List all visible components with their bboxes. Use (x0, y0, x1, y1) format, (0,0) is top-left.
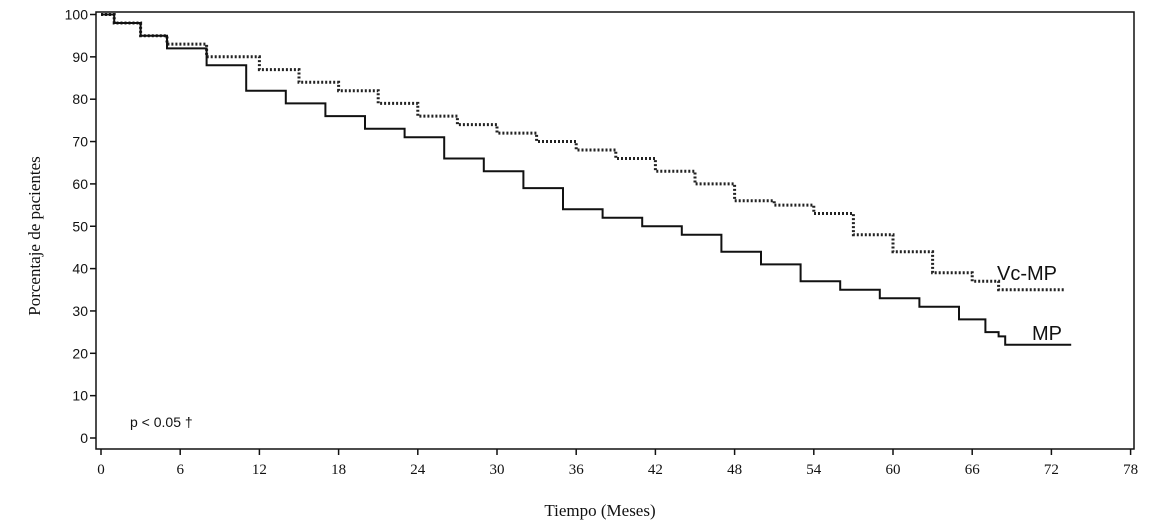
y-tick-label: 80 (72, 91, 88, 107)
y-tick-label: 0 (80, 430, 88, 446)
x-tick-label: 12 (252, 462, 267, 478)
plot-frame (95, 11, 1135, 450)
series-layer (101, 13, 1072, 346)
y-tick-label: 10 (72, 388, 88, 404)
x-tick-label: 18 (331, 462, 346, 478)
y-tick-label: 40 (72, 261, 88, 277)
x-tick-label: 72 (1044, 462, 1059, 478)
y-tick-label: 30 (72, 303, 88, 319)
x-tick-label: 60 (886, 462, 901, 478)
x-tick-label: 0 (97, 462, 105, 478)
y-tick-label: 70 (72, 134, 88, 150)
x-tick-label: 36 (569, 462, 585, 478)
series-label-vc-mp: Vc-MP (997, 263, 1057, 285)
series-line-vc-mp (101, 13, 1065, 292)
series-line-mp (101, 13, 1072, 346)
x-axis: 0 6 12 18 24 30 36 42 48 54 60 66 72 78 (97, 449, 1138, 478)
x-tick-label: 48 (727, 462, 742, 478)
x-tick-label: 66 (965, 462, 981, 478)
y-tick-label: 90 (72, 49, 88, 65)
y-tick-label: 50 (72, 218, 88, 234)
x-tick-label: 6 (176, 462, 184, 478)
x-tick-label: 24 (410, 462, 426, 478)
x-tick-label: 30 (490, 462, 505, 478)
y-tick-label: 100 (65, 7, 89, 23)
y-tick-label: 20 (72, 345, 88, 361)
series-label-mp: MP (1032, 323, 1062, 345)
x-axis-title: Tiempo (Meses) (544, 501, 655, 520)
p-value-annotation: p < 0.05 † (130, 414, 193, 430)
y-axis-title: Porcentaje de pacientes (25, 156, 44, 316)
y-axis: 0 10 20 30 40 50 60 70 80 90 100 (65, 7, 96, 446)
y-tick-label: 60 (72, 176, 88, 192)
x-tick-label: 42 (648, 462, 663, 478)
x-tick-label: 54 (806, 462, 822, 478)
x-tick-label: 78 (1123, 462, 1138, 478)
